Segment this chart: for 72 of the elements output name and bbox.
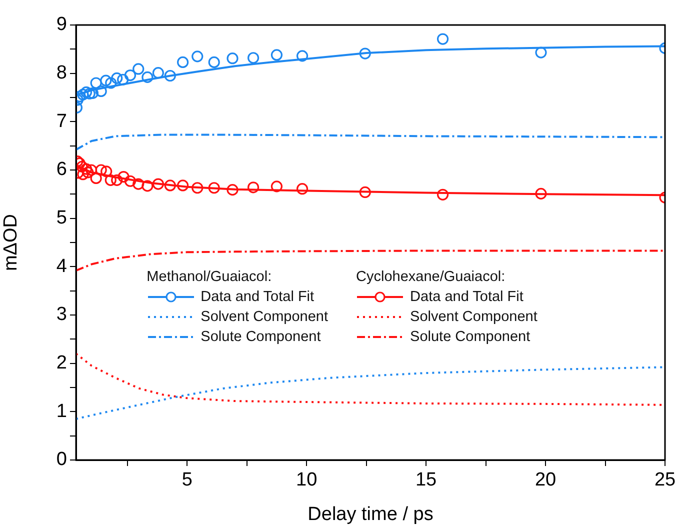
point [535, 46, 547, 58]
point [132, 178, 144, 190]
y-tick-label: 7 [56, 110, 67, 132]
point [296, 50, 308, 62]
y-tick-label: 5 [56, 208, 67, 229]
legend-label: Solvent Component [410, 308, 538, 325]
legend-label: Solute Component [200, 328, 321, 345]
line-series [76, 250, 665, 272]
point [90, 77, 102, 89]
line-series [76, 134, 665, 151]
point [77, 168, 89, 180]
point [142, 180, 154, 192]
point [104, 174, 116, 186]
legend-label: Data and Total Fit [200, 288, 314, 305]
point [95, 164, 107, 176]
point [100, 74, 112, 86]
point [80, 86, 92, 98]
point [535, 188, 547, 200]
point [359, 186, 371, 198]
point [436, 33, 449, 45]
legend-label: Data and Total Fit [410, 288, 524, 305]
x-tick-label: 5 [182, 470, 192, 491]
point [270, 180, 283, 192]
point [111, 174, 123, 186]
x-tick-label: 10 [296, 470, 318, 491]
point [132, 63, 144, 75]
point [192, 182, 204, 194]
point [164, 180, 176, 192]
legend-label: Solute Component [410, 328, 530, 345]
point [192, 50, 204, 62]
y-tick-label: 0 [56, 449, 67, 470]
y-tick-label: 9 [56, 14, 67, 36]
point [90, 172, 102, 184]
point [164, 70, 176, 82]
y-axis-title: mΔOD [0, 214, 22, 272]
legend-label: Solvent Component [200, 308, 328, 325]
point [208, 182, 220, 194]
point [152, 67, 164, 79]
point [177, 56, 189, 68]
y-tick-label: 2 [56, 352, 67, 374]
point [95, 85, 107, 98]
y-tick-label: 1 [56, 400, 67, 422]
y-tick-label: 6 [56, 159, 67, 180]
point [208, 56, 220, 68]
point [359, 48, 371, 60]
point [111, 72, 123, 84]
y-tick-label: 8 [56, 62, 67, 84]
point [248, 182, 260, 194]
point [142, 71, 154, 83]
x-tick-label: 20 [534, 470, 556, 491]
point [118, 170, 130, 183]
point [124, 69, 136, 82]
x-tick-label: 25 [654, 470, 676, 491]
point [226, 52, 238, 64]
point [177, 180, 189, 192]
annotation: Methanol/Guaiacol: [146, 268, 273, 285]
point [248, 52, 260, 64]
y-tick-label: 3 [56, 304, 67, 326]
point [296, 183, 308, 195]
point [152, 178, 164, 190]
line-series [76, 366, 665, 420]
point [226, 184, 238, 196]
point [100, 166, 112, 178]
point [105, 77, 117, 89]
x-axis-title: Delay time / ps [308, 504, 434, 525]
y-tick-label: 4 [56, 256, 68, 277]
point [270, 49, 283, 61]
point [117, 74, 129, 86]
x-tick-label: 15 [415, 470, 437, 491]
annotation: Cyclohexane/Guaiacol: [356, 268, 506, 285]
point [436, 188, 449, 200]
point [124, 175, 136, 187]
